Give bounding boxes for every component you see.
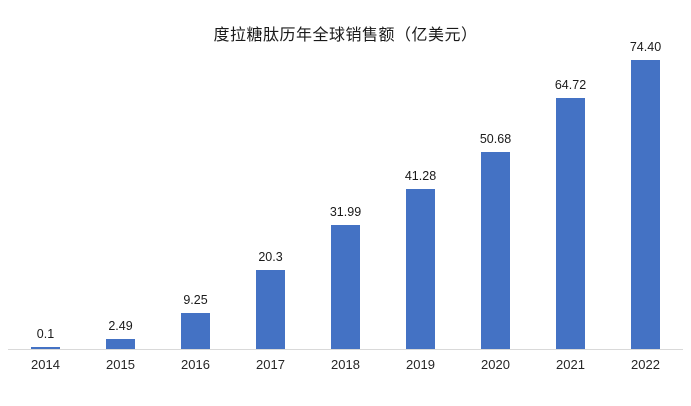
bar-value-label: 31.99 xyxy=(329,204,362,219)
plot-area: 0.1 2.49 9.25 20.3 31.99 41.28 50.68 64.72 74.40 xyxy=(8,40,683,349)
bar-column: 50.68 xyxy=(458,132,533,349)
bar xyxy=(481,152,510,349)
bar-value-label: 9.25 xyxy=(183,293,208,308)
bar xyxy=(31,347,60,349)
chart-title: 度拉糖肽历年全球销售额（亿美元） xyxy=(213,27,478,44)
bar-column: 64.72 xyxy=(533,78,608,349)
bar xyxy=(631,60,660,349)
bar xyxy=(331,224,360,349)
x-axis-labels: 2014 2015 2016 2017 2018 2019 2020 2021 2022 xyxy=(8,350,683,372)
bar-column: 74.40 xyxy=(608,40,683,349)
bar-value-label: 2.49 xyxy=(108,319,133,334)
bar-column: 0.1 xyxy=(8,327,83,349)
bar-column: 9.25 xyxy=(158,293,233,349)
bar-value-label: 20.3 xyxy=(258,250,283,265)
x-axis-tick-label: 2021 xyxy=(556,357,585,372)
bar-column: 2.49 xyxy=(83,319,158,349)
x-axis-tick-label: 2018 xyxy=(331,357,360,372)
bar-column: 31.99 xyxy=(308,205,383,349)
bar xyxy=(181,313,210,349)
bar-value-label: 64.72 xyxy=(554,77,587,92)
x-axis-tick-label: 2015 xyxy=(106,357,135,372)
bar xyxy=(556,97,585,349)
bar-column: 41.28 xyxy=(383,169,458,349)
bar-column: 20.3 xyxy=(233,250,308,349)
bar-value-label: 74.40 xyxy=(629,40,662,54)
x-axis-tick-label: 2019 xyxy=(406,357,435,372)
bar-value-label: 0.1 xyxy=(36,327,55,341)
bar-value-label: 50.68 xyxy=(479,132,512,147)
x-axis-line xyxy=(8,349,683,350)
bar xyxy=(106,339,135,349)
x-axis-tick-label: 2022 xyxy=(631,357,660,372)
bar xyxy=(256,270,285,349)
bar-value-label: 41.28 xyxy=(404,168,437,183)
x-axis-tick-label: 2016 xyxy=(181,357,210,372)
bar xyxy=(406,188,435,349)
x-axis-tick-label: 2017 xyxy=(256,357,285,372)
x-axis-tick-label: 2014 xyxy=(31,357,60,372)
x-axis-tick-label: 2020 xyxy=(481,357,510,372)
